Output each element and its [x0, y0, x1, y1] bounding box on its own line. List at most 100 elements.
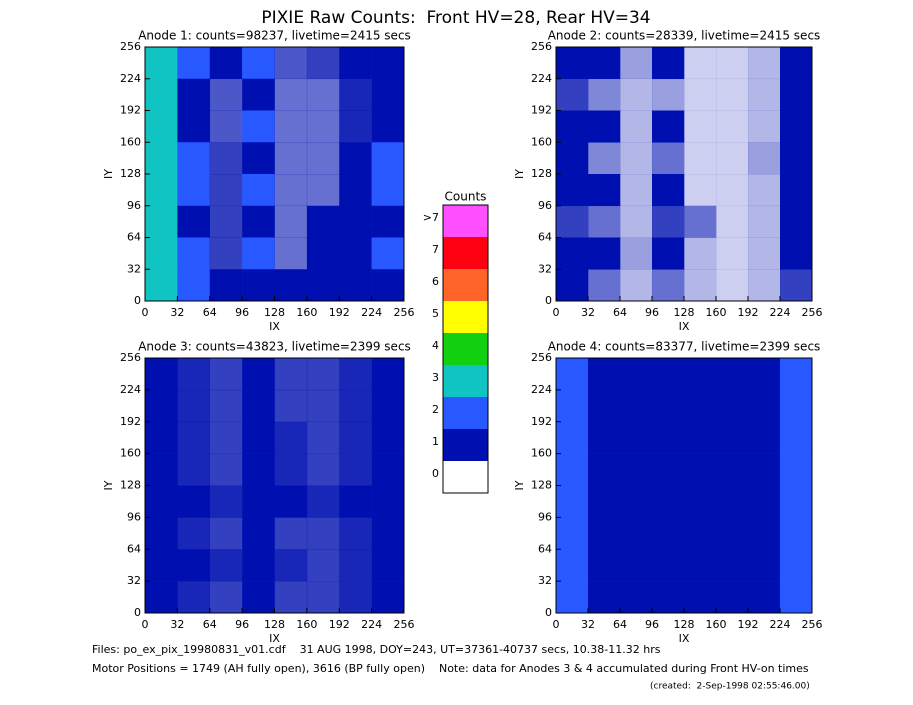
x-tick-label: 192: [329, 618, 350, 631]
heat-cell: [780, 174, 813, 207]
y-tick-label: 160: [531, 135, 552, 148]
heat-cell: [556, 47, 589, 80]
heat-cell: [716, 549, 749, 582]
heat-cell: [371, 517, 405, 550]
heat-cell: [306, 581, 340, 614]
heat-cell: [652, 78, 685, 111]
heat-cell: [274, 269, 308, 302]
heat-cell: [652, 110, 685, 143]
heat-cell: [339, 78, 372, 111]
heat-cell: [339, 47, 372, 80]
y-tick-label: 192: [120, 104, 141, 117]
heat-cell: [306, 174, 340, 207]
heat-cell: [780, 269, 813, 302]
heat-cell: [620, 205, 653, 238]
heat-cell: [684, 549, 717, 582]
heat-cell: [652, 453, 685, 486]
heat-cell: [371, 174, 405, 207]
heat-cell: [652, 389, 685, 423]
colorbar-swatch: [443, 269, 488, 301]
heat-cell: [780, 358, 813, 391]
y-tick-label: 64: [127, 231, 141, 244]
heat-cell: [588, 389, 621, 423]
heat-cell: [306, 485, 340, 518]
x-tick-label: 128: [674, 618, 695, 631]
heat-cell: [556, 549, 589, 582]
footer-created: (created: 2-Sep-1998 02:55:46.00): [650, 682, 810, 692]
x-axis-label: IX: [679, 632, 690, 645]
heat-cell: [274, 453, 308, 486]
y-axis-label: IY: [102, 169, 115, 179]
heat-cell: [780, 485, 813, 518]
heat-cell: [684, 142, 717, 175]
heat-cell: [716, 174, 749, 207]
y-tick-label: 96: [538, 199, 552, 212]
heat-cell: [652, 485, 685, 518]
heat-cell: [780, 389, 813, 423]
heat-cell: [177, 453, 211, 486]
panel-title: Anode 2: counts=28339, livetime=2415 sec…: [548, 29, 821, 43]
heat-cell: [780, 78, 813, 111]
x-tick-label: 192: [738, 306, 759, 319]
colorbar-label: 2: [432, 403, 439, 416]
heat-cell: [177, 78, 211, 111]
heat-cell: [748, 237, 781, 270]
heat-cell: [684, 237, 717, 270]
heat-cell: [145, 47, 178, 80]
y-tick-label: 0: [545, 294, 552, 307]
heat-cell: [371, 453, 405, 486]
footer-motor: Motor Positions = 1749 (AH fully open), …: [92, 662, 809, 675]
heat-cell: [780, 47, 813, 80]
heat-cell: [339, 421, 372, 454]
heat-cell: [242, 142, 275, 175]
heat-cell: [145, 142, 178, 175]
heat-cell: [716, 142, 749, 175]
heat-cell: [652, 205, 685, 238]
heat-cell: [339, 517, 372, 550]
heat-cell: [371, 421, 405, 454]
y-tick-label: 32: [127, 574, 141, 587]
y-tick-label: 0: [134, 294, 141, 307]
heat-cell: [306, 421, 340, 454]
heat-cell: [556, 110, 589, 143]
heat-cell: [556, 421, 589, 454]
heat-cell: [274, 581, 308, 614]
heat-cell: [339, 581, 372, 614]
heat-cell: [209, 389, 243, 423]
heat-cell: [339, 110, 372, 143]
heat-cell: [209, 453, 243, 486]
y-tick-label: 96: [127, 510, 141, 523]
colorbar-label: 4: [432, 339, 439, 352]
heat-cell: [177, 269, 211, 302]
heat-cell: [339, 453, 372, 486]
heat-cell: [145, 358, 178, 391]
colorbar-swatch: [443, 365, 488, 397]
heat-cell: [588, 78, 621, 111]
heat-cell: [620, 110, 653, 143]
x-tick-label: 96: [235, 306, 249, 319]
heat-cell: [209, 142, 243, 175]
heat-cell: [780, 142, 813, 175]
heat-cell: [748, 142, 781, 175]
heat-cell: [177, 205, 211, 238]
y-tick-label: 0: [134, 606, 141, 619]
heat-cell: [209, 485, 243, 518]
x-tick-label: 128: [264, 306, 285, 319]
heat-cell: [684, 453, 717, 486]
heat-cell: [339, 174, 372, 207]
heat-cell: [177, 581, 211, 614]
heat-cell: [209, 269, 243, 302]
heat-cell: [588, 453, 621, 486]
heat-cell: [684, 421, 717, 454]
heat-cell: [748, 389, 781, 423]
heat-cell: [306, 205, 340, 238]
heat-cell: [780, 110, 813, 143]
heat-cell: [556, 142, 589, 175]
heat-cell: [242, 453, 275, 486]
heat-cell: [780, 453, 813, 486]
x-tick-label: 64: [203, 306, 217, 319]
heat-cell: [371, 358, 405, 391]
heat-cell: [145, 549, 178, 582]
y-tick-label: 160: [120, 135, 141, 148]
